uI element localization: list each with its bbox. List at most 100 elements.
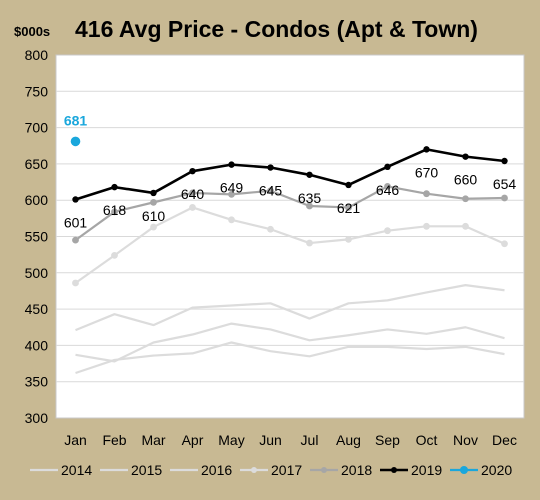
data-label: 618 — [103, 202, 127, 218]
y-tick-label: 700 — [25, 120, 49, 136]
data-label: 670 — [415, 164, 439, 180]
data-point — [228, 161, 235, 168]
y-tick-label: 600 — [25, 192, 49, 208]
data-label: 635 — [298, 190, 322, 206]
series-line — [75, 148, 505, 201]
series-group — [70, 136, 508, 375]
data-point — [384, 163, 391, 171]
data-point — [228, 190, 235, 198]
y-tick-label: 550 — [25, 229, 49, 245]
legend-swatch-marker — [321, 467, 327, 473]
legend-label: 2018 — [341, 462, 372, 478]
data-point — [384, 183, 391, 190]
data-point — [306, 171, 313, 178]
data-label: 646 — [376, 182, 400, 198]
y-tick-label: 300 — [25, 410, 49, 426]
legend: 2014 2015 2016 2017 2018 2019 2020 — [30, 462, 512, 478]
series-2014 — [75, 341, 505, 375]
data-point — [72, 279, 79, 287]
data-point — [423, 222, 430, 230]
x-tick-label: Jul — [301, 432, 319, 448]
x-tick-label: Oct — [416, 432, 438, 448]
x-tick-label: Apr — [182, 432, 204, 448]
data-point — [462, 222, 469, 230]
series-line — [75, 322, 505, 363]
data-label: 601 — [64, 214, 88, 230]
data-labels: 601 618 610 640 649 645 635 621 646 670 660 654 681 — [64, 112, 517, 230]
data-point — [423, 190, 430, 198]
x-tick-label: Jun — [259, 432, 282, 448]
gridlines — [56, 90, 524, 383]
legend-item-2014: 2014 — [30, 462, 92, 478]
series-line — [74, 185, 505, 242]
legend-swatch-marker — [460, 466, 468, 474]
data-point — [384, 227, 391, 235]
legend-item-2016: 2016 — [170, 462, 232, 478]
series-2018 — [72, 183, 508, 244]
series-line — [74, 206, 505, 284]
data-point — [345, 181, 352, 189]
data-point — [150, 223, 157, 231]
x-tick-label: May — [218, 432, 244, 448]
data-point — [150, 198, 157, 206]
data-point — [267, 187, 274, 195]
series-line — [75, 341, 505, 375]
data-point — [150, 189, 157, 197]
x-tick-label: Dec — [492, 432, 517, 448]
data-point — [501, 157, 508, 165]
data-point — [111, 183, 118, 191]
data-point — [501, 194, 508, 202]
data-point — [111, 208, 118, 216]
data-point — [189, 189, 196, 197]
data-point — [70, 136, 81, 147]
x-tick-label: Nov — [453, 432, 478, 448]
data-point — [306, 202, 313, 210]
legend-item-2015: 2015 — [100, 462, 162, 478]
data-point — [267, 164, 274, 171]
y-tick-label: 750 — [25, 83, 49, 99]
legend-swatch-marker — [391, 467, 397, 473]
data-point — [423, 146, 430, 153]
data-point — [462, 153, 469, 160]
legend-item-2019: 2019 — [380, 462, 442, 478]
data-point — [189, 167, 196, 175]
legend-label: 2020 — [481, 462, 512, 478]
chart-title: 416 Avg Price - Condos (Apt & Town) — [75, 16, 478, 42]
legend-label: 2017 — [271, 462, 302, 478]
y-axis-tick-labels: 300 350 400 450 500 550 600 650 700 750 800 — [25, 47, 49, 426]
series-2015 — [75, 322, 505, 363]
data-label: 610 — [142, 208, 166, 224]
data-label: 654 — [493, 176, 517, 192]
x-tick-label: Feb — [102, 432, 126, 448]
data-label: 649 — [220, 180, 244, 196]
series-2016 — [75, 284, 505, 332]
y-tick-label: 400 — [25, 337, 49, 353]
data-point — [72, 236, 79, 244]
data-point — [501, 240, 508, 248]
legend-item-2018: 2018 — [310, 462, 372, 478]
y-tick-label: 650 — [25, 156, 49, 172]
x-tick-label: Jan — [64, 432, 87, 448]
legend-item-2017: 2017 — [240, 462, 302, 478]
x-tick-label: Mar — [141, 432, 165, 448]
data-point — [345, 204, 352, 211]
legend-label: 2019 — [411, 462, 442, 478]
series-2017 — [72, 204, 508, 287]
x-axis-tick-labels: Jan Feb Mar Apr May Jun Jul Aug Sep Oct Nov Dec — [64, 432, 517, 448]
series-line — [75, 284, 505, 332]
data-label: 621 — [337, 200, 361, 216]
data-label: 660 — [454, 172, 478, 188]
data-point — [267, 225, 274, 233]
legend-swatch-marker — [251, 467, 257, 473]
data-point — [228, 216, 235, 224]
legend-label: 2016 — [201, 462, 232, 478]
y-tick-label: 350 — [25, 374, 49, 390]
data-point — [462, 195, 469, 203]
data-label: 640 — [181, 186, 205, 202]
data-label: 645 — [259, 183, 283, 199]
y-tick-label: 450 — [25, 301, 49, 317]
y-tick-label: 500 — [25, 265, 49, 281]
x-tick-label: Aug — [336, 432, 361, 448]
